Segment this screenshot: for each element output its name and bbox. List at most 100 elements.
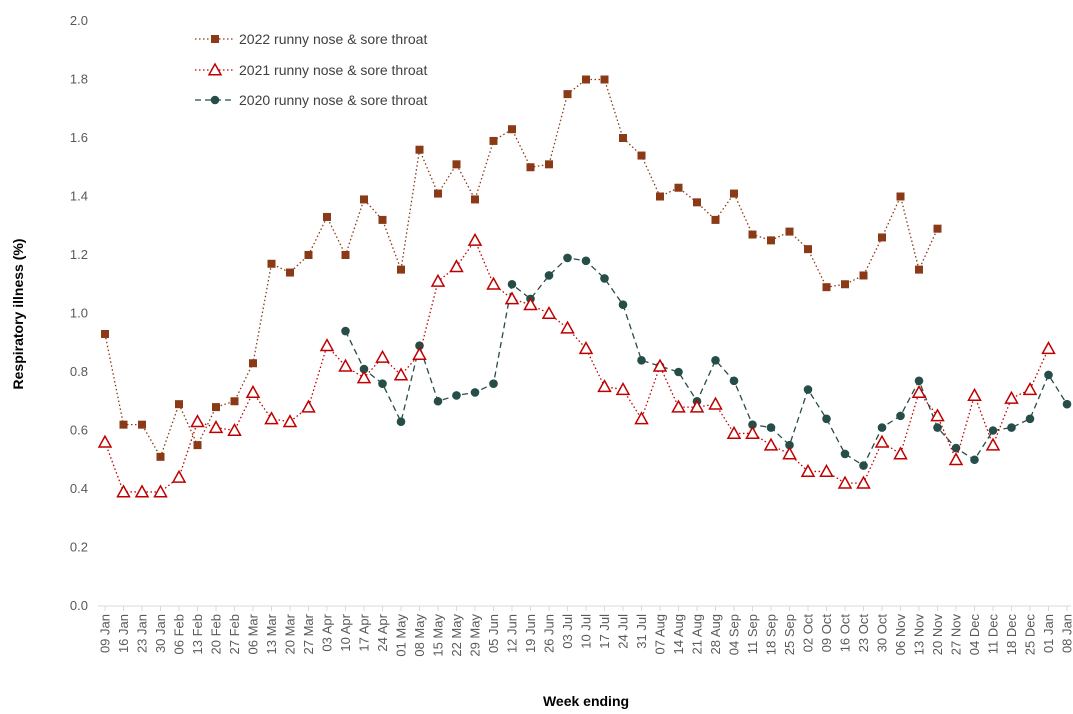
data-point-2022	[656, 193, 664, 201]
data-point-2021	[469, 234, 481, 245]
data-point-2022	[823, 283, 831, 291]
x-tick-label: 23 Jan	[135, 614, 150, 653]
data-point-2021	[99, 436, 111, 447]
data-point-2021	[839, 477, 851, 488]
data-point-2020	[1026, 415, 1035, 424]
data-point-2022	[434, 190, 442, 198]
x-tick-label: 20 Nov	[930, 614, 945, 656]
data-point-2021	[710, 398, 722, 409]
x-tick-label: 07 Aug	[653, 614, 668, 655]
data-point-2020	[767, 423, 776, 432]
y-tick-label: 0.6	[70, 423, 88, 438]
x-tick-label: 10 Apr	[338, 613, 353, 651]
x-tick-label: 06 Mar	[246, 613, 261, 654]
x-tick-label: 06 Nov	[893, 614, 908, 656]
data-point-2020	[452, 391, 461, 400]
data-point-2020	[730, 376, 739, 385]
series-layer	[99, 76, 1071, 497]
data-point-2020	[545, 271, 554, 280]
data-point-2021	[525, 299, 537, 310]
data-point-2022	[619, 134, 627, 142]
data-point-2022	[379, 216, 387, 224]
data-point-2020	[896, 412, 905, 421]
data-point-2021	[303, 401, 315, 412]
x-tick-label: 18 Sep	[764, 614, 779, 655]
data-point-2022	[508, 125, 516, 133]
data-point-2020	[804, 385, 813, 394]
x-tick-label: 27 Nov	[949, 614, 964, 656]
legend-item-2021: 2021 runny nose & sore throat	[195, 62, 427, 78]
x-tick-label: 30 Jan	[153, 614, 168, 653]
x-tick-label: 02 Oct	[801, 614, 816, 653]
data-point-2021	[488, 278, 500, 289]
y-tick-label: 1.8	[70, 72, 88, 87]
data-point-2021	[728, 427, 740, 438]
data-point-2021	[784, 448, 796, 459]
x-tick-label: 29 May	[468, 614, 483, 657]
data-point-2020	[619, 300, 628, 309]
data-point-2021	[266, 413, 278, 424]
data-point-2021	[913, 386, 925, 397]
data-point-2022	[397, 266, 405, 274]
data-point-2021	[451, 261, 463, 272]
data-point-2021	[969, 389, 981, 400]
x-tick-label: 05 Jun	[486, 614, 501, 653]
data-point-2020	[989, 426, 998, 435]
data-point-2021	[876, 436, 888, 447]
x-tick-label: 25 Dec	[1023, 614, 1038, 656]
x-tick-label: 01 Jan	[1041, 614, 1056, 653]
data-point-2021	[1006, 392, 1018, 403]
data-point-2021	[192, 416, 204, 427]
data-point-2022	[138, 421, 146, 429]
data-point-2022	[841, 280, 849, 288]
data-point-2022	[490, 137, 498, 145]
x-tick-label: 16 Oct	[838, 614, 853, 653]
data-point-2020	[563, 254, 572, 263]
data-point-2020	[508, 280, 517, 289]
data-point-2020	[1044, 371, 1053, 380]
data-point-2022	[786, 228, 794, 236]
x-tick-label: 15 May	[431, 614, 446, 657]
x-tick-label: 27 Feb	[227, 614, 242, 654]
x-tick-label: 20 Mar	[283, 613, 298, 654]
data-point-2022	[712, 216, 720, 224]
data-point-2022	[453, 160, 461, 168]
x-tick-label: 13 Nov	[912, 614, 927, 656]
data-point-2021	[543, 308, 555, 319]
data-point-2020	[711, 356, 720, 365]
series-line-2022	[105, 80, 938, 457]
data-point-2021	[765, 439, 777, 450]
series-2021	[99, 234, 1055, 496]
series-line-2020	[346, 258, 1068, 466]
data-point-2021	[617, 384, 629, 395]
data-point-2021	[210, 422, 222, 433]
series-line-2021	[105, 240, 1049, 492]
data-point-2022	[231, 397, 239, 405]
legend-marker-2020	[211, 96, 220, 105]
x-tick-label: 03 Apr	[320, 613, 335, 651]
data-point-2020	[471, 388, 480, 397]
data-point-2021	[358, 372, 370, 383]
data-point-2020	[970, 455, 979, 464]
data-point-2020	[933, 423, 942, 432]
y-tick-label: 1.6	[70, 130, 88, 145]
legend-label: 2022 runny nose & sore throat	[239, 31, 427, 47]
y-tick-label: 0.2	[70, 540, 88, 555]
data-point-2022	[675, 184, 683, 192]
x-tick-label: 22 May	[449, 614, 464, 657]
data-point-2022	[305, 251, 313, 259]
y-tick-label: 1.0	[70, 306, 88, 321]
data-point-2022	[360, 195, 368, 203]
data-point-2021	[599, 381, 611, 392]
series-2020	[341, 254, 1071, 470]
data-point-2021	[673, 401, 685, 412]
data-point-2022	[693, 198, 701, 206]
data-point-2020	[434, 397, 443, 406]
data-point-2020	[822, 415, 831, 424]
y-tick-label: 0.0	[70, 598, 88, 613]
data-point-2022	[471, 195, 479, 203]
data-point-2021	[136, 486, 148, 497]
